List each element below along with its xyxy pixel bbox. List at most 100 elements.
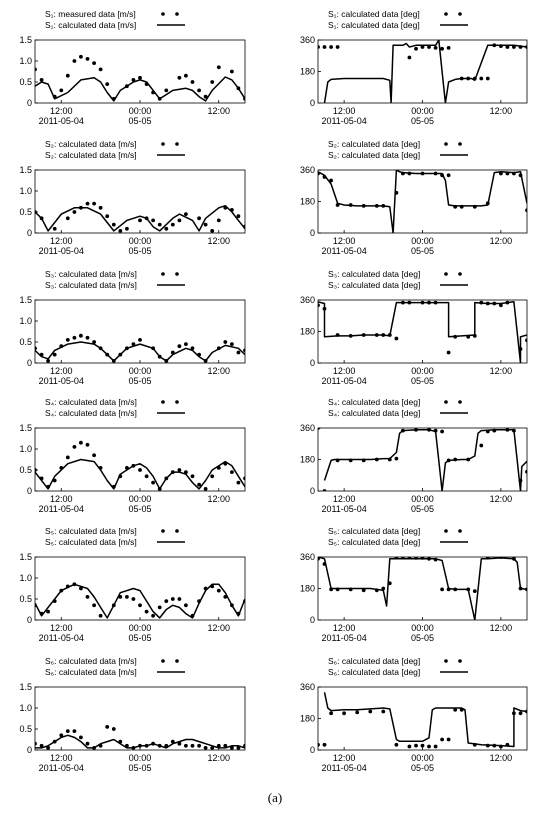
- data-point: [329, 178, 333, 183]
- data-point: [138, 468, 142, 472]
- data-point: [125, 595, 129, 599]
- data-point: [65, 338, 70, 342]
- series-line: [35, 341, 245, 362]
- y-tick-label: 0.5: [19, 465, 32, 475]
- legend-label: S₃: calculated data [deg]: [328, 269, 420, 279]
- y-tick-label: 0: [27, 98, 32, 108]
- y-tick-label: 180: [300, 327, 315, 337]
- data-point: [170, 739, 175, 744]
- data-point: [440, 587, 444, 592]
- data-point: [65, 729, 70, 733]
- x-tick-label: 12:00: [50, 236, 73, 246]
- y-tick-label: 0: [27, 358, 32, 368]
- data-point: [92, 453, 96, 458]
- data-point: [203, 746, 208, 750]
- y-tick-label: 360: [300, 295, 315, 305]
- data-point: [203, 94, 208, 99]
- data-point: [184, 73, 188, 78]
- x-date-label: 2011-05-04: [39, 376, 84, 386]
- y-tick-label: 180: [300, 197, 315, 207]
- y-tick-label: 360: [300, 165, 315, 175]
- legend-marker-dot: [444, 529, 448, 533]
- y-tick-label: 0: [27, 486, 32, 496]
- x-tick-label: 12:00: [207, 623, 230, 633]
- data-layer: [318, 428, 527, 491]
- y-tick-label: 1.5: [19, 295, 32, 305]
- data-point: [210, 80, 215, 84]
- y-tick-label: 0: [27, 615, 32, 625]
- data-point: [98, 67, 103, 72]
- data-point: [85, 595, 90, 599]
- legend: S₂: calculated data [deg]S₂: calculated …: [328, 139, 468, 160]
- data-point: [394, 336, 399, 341]
- legend-label: S₄: calculated data [m/s]: [45, 397, 137, 407]
- legend: S₂: calculated data [m/s]S₂: calculated …: [45, 139, 185, 160]
- data-point: [230, 69, 234, 74]
- data-point: [184, 603, 188, 608]
- y-tick-label: 0: [310, 745, 315, 755]
- legend-marker-dot: [175, 400, 179, 404]
- data-point: [177, 741, 182, 746]
- legend-label: S₂: calculated data [deg]: [328, 150, 420, 160]
- legend: S₆: calculated data [deg]S₆: calculated …: [328, 656, 468, 677]
- data-point: [85, 57, 90, 61]
- legend: S₅: calculated data [deg]S₅: calculated …: [328, 526, 468, 547]
- y-tick-label: 0: [310, 486, 315, 496]
- series-line: [323, 40, 527, 103]
- data-point: [164, 599, 169, 603]
- data-point: [322, 489, 327, 491]
- x-tick-label: 12:00: [333, 236, 356, 246]
- data-point: [203, 487, 208, 491]
- panel-1: S₁: measured data [m/s]S₁: calculated da…: [19, 9, 246, 126]
- x-tick-label: 00:00: [129, 106, 152, 116]
- legend: S₁: calculated data [deg]S₁: calculated …: [328, 9, 468, 30]
- data-point: [184, 342, 188, 346]
- data-point: [190, 80, 195, 84]
- panel-5: S₃: calculated data [m/s]S₃: calculated …: [19, 269, 246, 386]
- data-point: [236, 350, 241, 355]
- legend-marker-dot: [458, 12, 462, 16]
- y-tick-label: 1.5: [19, 35, 32, 45]
- legend-label: S₃: calculated data [m/s]: [45, 269, 137, 279]
- y-tick-label: 0: [310, 228, 315, 238]
- x-tick-label: 00:00: [129, 753, 152, 763]
- legend-label: S₂: calculated data [deg]: [328, 139, 420, 149]
- legend-label: S₄: calculated data [deg]: [328, 397, 420, 407]
- x-date-label: 05-05: [128, 763, 151, 773]
- data-point: [65, 216, 70, 221]
- data-point: [368, 709, 373, 714]
- y-tick-label: 1.5: [19, 552, 32, 562]
- series-line: [323, 692, 527, 748]
- x-date-label: 2011-05-04: [321, 633, 366, 643]
- data-point: [105, 214, 110, 219]
- data-point: [79, 54, 83, 59]
- x-tick-label: 12:00: [207, 106, 230, 116]
- data-point: [525, 469, 527, 474]
- data-point: [433, 46, 438, 50]
- data-point: [210, 474, 215, 479]
- data-point: [420, 743, 425, 748]
- series-line: [35, 204, 245, 232]
- data-point: [105, 725, 110, 729]
- x-date-label: 2011-05-04: [321, 504, 366, 514]
- data-point: [485, 76, 490, 81]
- y-tick-label: 0: [310, 358, 315, 368]
- data-point: [197, 216, 202, 221]
- data-point: [39, 78, 44, 82]
- data-point: [230, 470, 234, 474]
- legend-marker-dot: [444, 142, 448, 146]
- data-point: [479, 76, 484, 81]
- x-tick-label: 12:00: [490, 366, 513, 376]
- y-tick-label: 0.5: [19, 724, 32, 734]
- y-tick-label: 1.5: [19, 682, 32, 692]
- y-tick-label: 1.0: [19, 56, 32, 66]
- data-point: [52, 226, 57, 231]
- data-point: [157, 605, 162, 610]
- data-layer: [318, 557, 527, 620]
- legend-marker-dot: [175, 272, 179, 276]
- x-tick-label: 12:00: [50, 623, 73, 633]
- data-point: [111, 222, 116, 227]
- legend-label: S₅: calculated data [deg]: [328, 537, 420, 547]
- data-point: [85, 741, 90, 746]
- data-point: [151, 613, 156, 618]
